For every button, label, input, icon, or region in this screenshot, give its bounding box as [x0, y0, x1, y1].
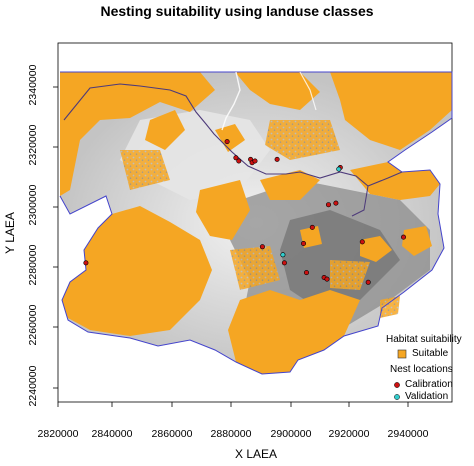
inner-boundary-branch — [351, 185, 369, 217]
calibration-nest-point — [309, 224, 315, 230]
legend-validation-label: Validation — [405, 391, 449, 402]
calibration-nest-point — [400, 234, 406, 240]
calibration-nest-point — [359, 239, 365, 245]
calibration-nest-point — [274, 156, 280, 162]
calibration-nest-point — [324, 276, 330, 282]
x-axis-label: X LAEA — [234, 447, 278, 461]
calibration-nest-point — [325, 202, 331, 208]
calibration-nest-point — [333, 200, 339, 206]
legend-calibration-label: Calibration — [405, 379, 453, 390]
nest-points — [83, 139, 406, 285]
x-tick-label: 2900000 — [270, 428, 312, 440]
y-tick-label: 2300000 — [27, 184, 39, 226]
x-tick-label: 2940000 — [387, 428, 429, 440]
river-north — [221, 71, 241, 131]
calibration-nest-point — [233, 155, 239, 161]
calibration-nest-point — [303, 270, 309, 276]
calibration-nest-point — [281, 260, 287, 266]
y-tick-label: 2260000 — [27, 304, 39, 346]
legend-nest-title: Nest locations — [390, 364, 453, 375]
legend-suitable-label: Suitable — [412, 348, 449, 359]
map-title: Nesting suitability using landuse classe… — [100, 3, 374, 19]
legend-calibration-marker — [394, 382, 400, 388]
y-tick-label: 2340000 — [27, 64, 39, 106]
calibration-nest-point — [236, 158, 242, 164]
mixed-habitat — [120, 120, 400, 318]
x-tick-label: 2860000 — [151, 428, 193, 440]
legend-validation-marker — [394, 394, 400, 400]
suitable-habitat — [60, 72, 452, 374]
calibration-nest-point — [224, 139, 230, 145]
validation-nest-point — [336, 166, 342, 172]
outer-boundary — [59, 71, 453, 375]
validation-nest-point — [280, 252, 286, 258]
calibration-nest-point — [83, 260, 89, 266]
legend-habitat-title: Habitat suitability — [386, 334, 462, 345]
y-tick-label: 2320000 — [27, 124, 39, 166]
calibration-nest-point — [252, 158, 258, 164]
axis-ticks — [53, 86, 409, 407]
calibration-nest-point — [259, 244, 265, 250]
x-tick-label: 2840000 — [91, 428, 133, 440]
calibration-nest-point — [365, 279, 371, 285]
legend-suitable-swatch — [397, 349, 407, 359]
x-tick-label: 2820000 — [37, 428, 79, 440]
y-tick-label: 2240000 — [27, 365, 39, 407]
y-axis-label: Y LAEA — [3, 212, 17, 254]
y-tick-label: 2280000 — [27, 244, 39, 286]
x-tick-label: 2880000 — [210, 428, 252, 440]
x-tick-label: 2920000 — [328, 428, 370, 440]
river-northeast — [299, 71, 317, 111]
calibration-nest-point — [300, 241, 306, 247]
